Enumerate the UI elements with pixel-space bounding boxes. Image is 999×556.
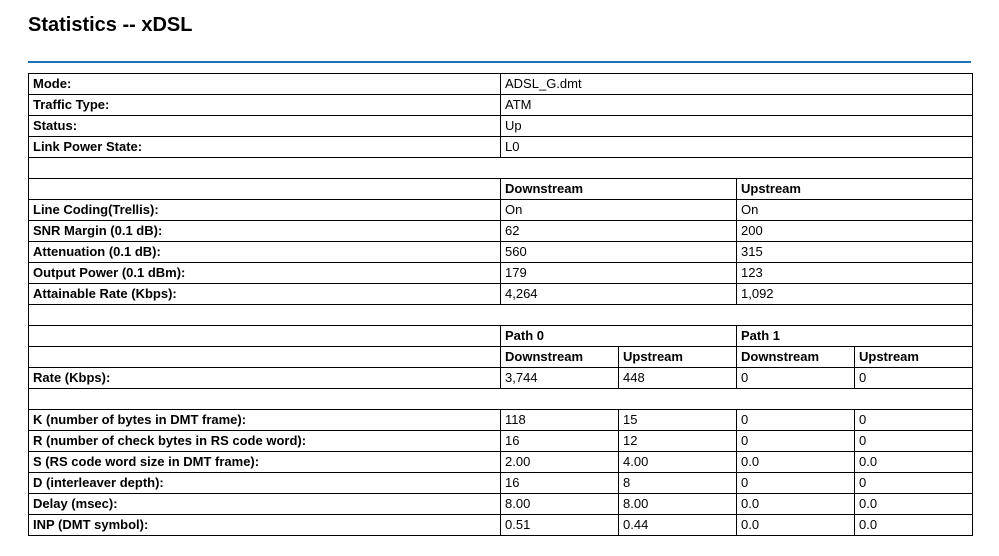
- row-rate: Rate (Kbps): 3,744 448 0 0: [29, 368, 973, 389]
- attn-down: 560: [501, 242, 737, 263]
- inp-p1d: 0.0: [737, 515, 855, 536]
- row-attain: Attainable Rate (Kbps): 4,264 1,092: [29, 284, 973, 305]
- row-snr: SNR Margin (0.1 dB): 62 200: [29, 221, 973, 242]
- page-title: Statistics -- xDSL: [28, 14, 971, 37]
- delay-p0u: 8.00: [619, 494, 737, 515]
- xdsl-stats-page: Statistics -- xDSL Mode: ADSL_G.dmt Traf…: [0, 0, 999, 556]
- row-linkpwr: Link Power State: L0: [29, 137, 973, 158]
- r-p1d: 0: [737, 431, 855, 452]
- header-upstream: Upstream: [737, 179, 973, 200]
- row-attn: Attenuation (0.1 dB): 560 315: [29, 242, 973, 263]
- inp-p0u: 0.44: [619, 515, 737, 536]
- k-p0d: 118: [501, 410, 619, 431]
- row-inp: INP (DMT symbol): 0.51 0.44 0.0 0.0: [29, 515, 973, 536]
- header-p1-up: Upstream: [855, 347, 973, 368]
- d-p0u: 8: [619, 473, 737, 494]
- stats-table: Mode: ADSL_G.dmt Traffic Type: ATM Statu…: [28, 73, 973, 536]
- d-p0d: 16: [501, 473, 619, 494]
- row-status: Status: Up: [29, 116, 973, 137]
- coding-down: On: [501, 200, 737, 221]
- rate-p1d: 0: [737, 368, 855, 389]
- value-traffic: ATM: [501, 95, 973, 116]
- value-status: Up: [501, 116, 973, 137]
- d-p1u: 0: [855, 473, 973, 494]
- k-p1u: 0: [855, 410, 973, 431]
- empty-cell: [29, 179, 501, 200]
- label-linkpwr: Link Power State:: [29, 137, 501, 158]
- header-path0: Path 0: [501, 326, 737, 347]
- label-inp: INP (DMT symbol):: [29, 515, 501, 536]
- s-p0d: 2.00: [501, 452, 619, 473]
- title-rule: [28, 61, 971, 63]
- spacer-row: [29, 158, 973, 179]
- delay-p1d: 0.0: [737, 494, 855, 515]
- snr-down: 62: [501, 221, 737, 242]
- row-s: S (RS code word size in DMT frame): 2.00…: [29, 452, 973, 473]
- k-p1d: 0: [737, 410, 855, 431]
- value-mode: ADSL_G.dmt: [501, 74, 973, 95]
- attain-down: 4,264: [501, 284, 737, 305]
- pwr-down: 179: [501, 263, 737, 284]
- label-d: D (interleaver depth):: [29, 473, 501, 494]
- s-p1d: 0.0: [737, 452, 855, 473]
- spacer-row: [29, 305, 973, 326]
- label-pwr: Output Power (0.1 dBm):: [29, 263, 501, 284]
- label-attain: Attainable Rate (Kbps):: [29, 284, 501, 305]
- header-path1: Path 1: [737, 326, 973, 347]
- label-r: R (number of check bytes in RS code word…: [29, 431, 501, 452]
- d-p1d: 0: [737, 473, 855, 494]
- k-p0u: 15: [619, 410, 737, 431]
- rate-p1u: 0: [855, 368, 973, 389]
- pwr-up: 123: [737, 263, 973, 284]
- s-p0u: 4.00: [619, 452, 737, 473]
- header-downstream: Downstream: [501, 179, 737, 200]
- delay-p1u: 0.0: [855, 494, 973, 515]
- s-p1u: 0.0: [855, 452, 973, 473]
- row-path-subheader: Downstream Upstream Downstream Upstream: [29, 347, 973, 368]
- inp-p0d: 0.51: [501, 515, 619, 536]
- spacer-row: [29, 389, 973, 410]
- inp-p1u: 0.0: [855, 515, 973, 536]
- row-k: K (number of bytes in DMT frame): 118 15…: [29, 410, 973, 431]
- empty-cell: [29, 347, 501, 368]
- row-delay: Delay (msec): 8.00 8.00 0.0 0.0: [29, 494, 973, 515]
- label-k: K (number of bytes in DMT frame):: [29, 410, 501, 431]
- label-snr: SNR Margin (0.1 dB):: [29, 221, 501, 242]
- row-d: D (interleaver depth): 16 8 0 0: [29, 473, 973, 494]
- row-path-header: Path 0 Path 1: [29, 326, 973, 347]
- r-p0d: 16: [501, 431, 619, 452]
- header-p0-down: Downstream: [501, 347, 619, 368]
- rate-p0u: 448: [619, 368, 737, 389]
- value-linkpwr: L0: [501, 137, 973, 158]
- r-p1u: 0: [855, 431, 973, 452]
- delay-p0d: 8.00: [501, 494, 619, 515]
- attain-up: 1,092: [737, 284, 973, 305]
- label-status: Status:: [29, 116, 501, 137]
- row-traffic: Traffic Type: ATM: [29, 95, 973, 116]
- label-delay: Delay (msec):: [29, 494, 501, 515]
- label-s: S (RS code word size in DMT frame):: [29, 452, 501, 473]
- row-du-header: Downstream Upstream: [29, 179, 973, 200]
- label-coding: Line Coding(Trellis):: [29, 200, 501, 221]
- coding-up: On: [737, 200, 973, 221]
- row-r: R (number of check bytes in RS code word…: [29, 431, 973, 452]
- rate-p0d: 3,744: [501, 368, 619, 389]
- header-p0-up: Upstream: [619, 347, 737, 368]
- empty-cell: [29, 326, 501, 347]
- snr-up: 200: [737, 221, 973, 242]
- label-mode: Mode:: [29, 74, 501, 95]
- label-attn: Attenuation (0.1 dB):: [29, 242, 501, 263]
- label-rate: Rate (Kbps):: [29, 368, 501, 389]
- r-p0u: 12: [619, 431, 737, 452]
- label-traffic: Traffic Type:: [29, 95, 501, 116]
- row-pwr: Output Power (0.1 dBm): 179 123: [29, 263, 973, 284]
- row-mode: Mode: ADSL_G.dmt: [29, 74, 973, 95]
- attn-up: 315: [737, 242, 973, 263]
- row-coding: Line Coding(Trellis): On On: [29, 200, 973, 221]
- header-p1-down: Downstream: [737, 347, 855, 368]
